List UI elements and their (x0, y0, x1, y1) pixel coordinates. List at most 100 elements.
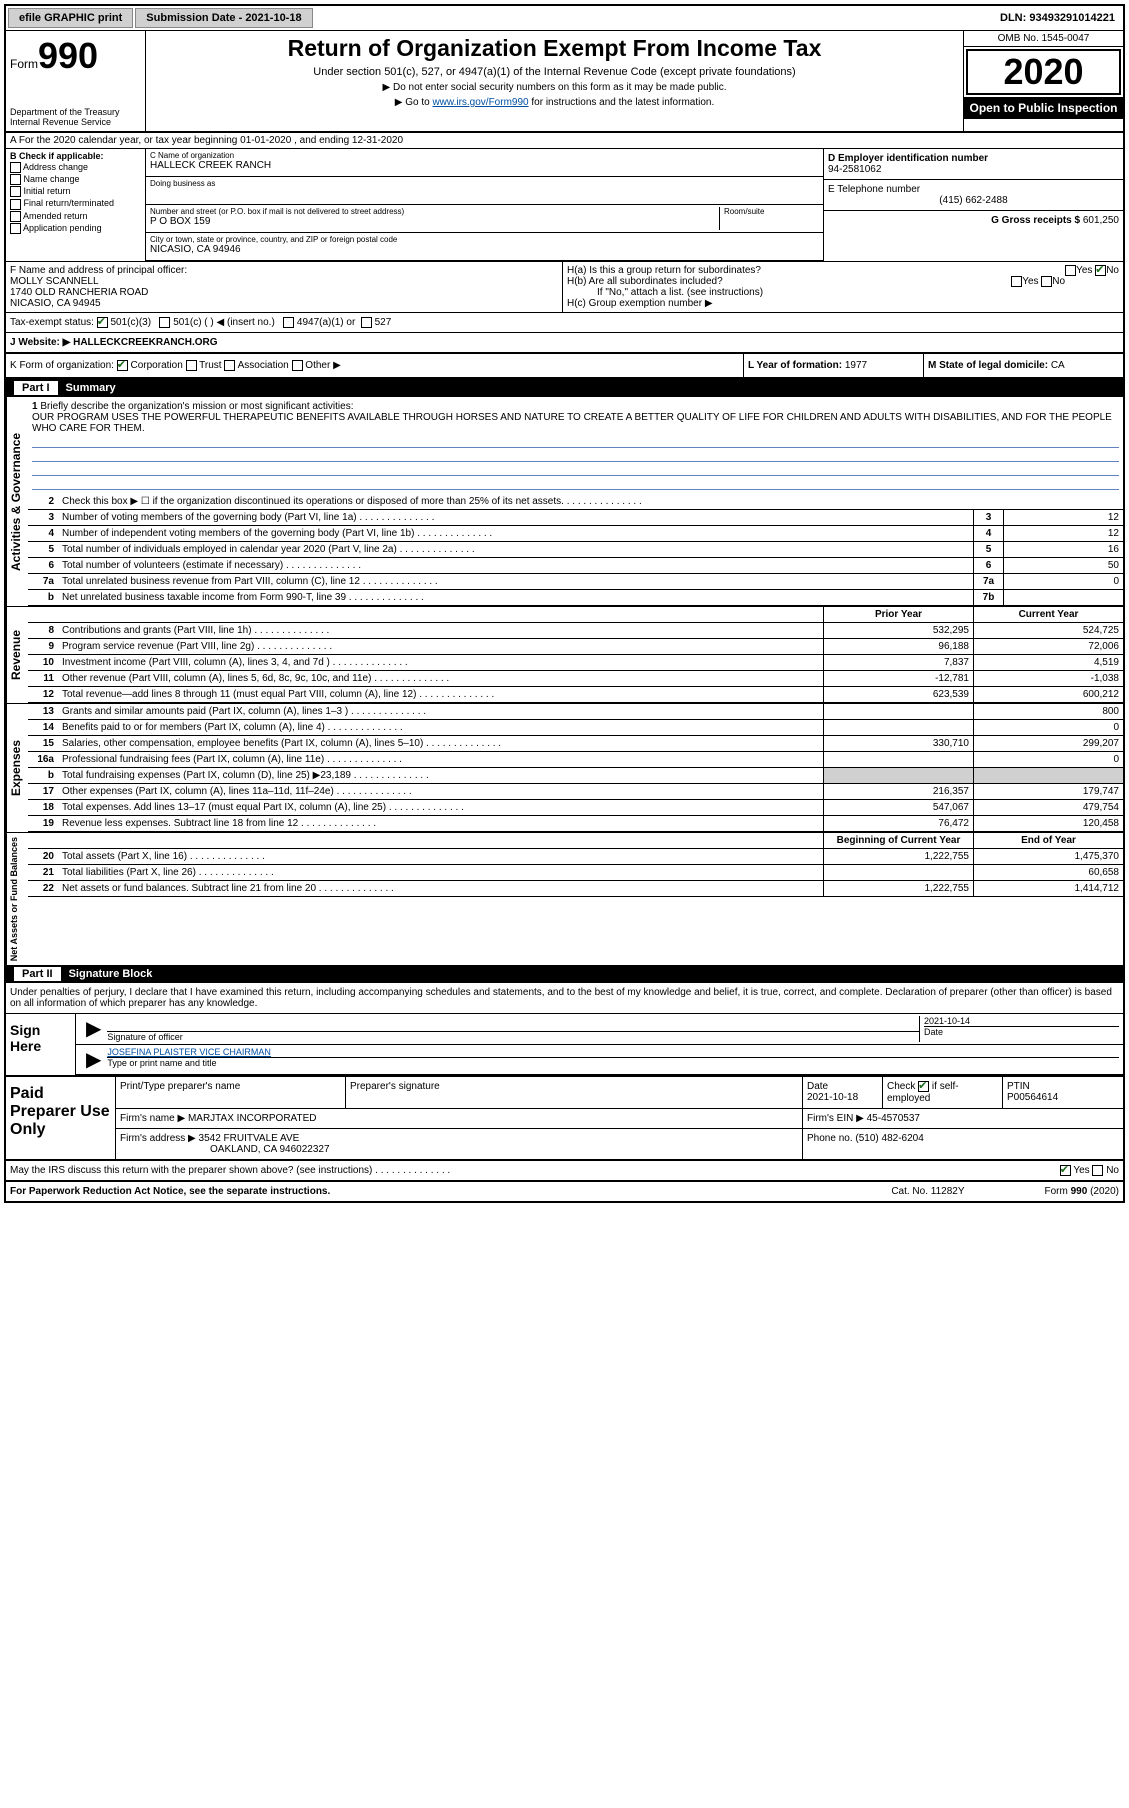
instruction-1: ▶ Do not enter social security numbers o… (150, 82, 959, 93)
data-line: 15 Salaries, other compensation, employe… (28, 736, 1123, 752)
col-end: End of Year (973, 833, 1123, 848)
arrow-icon: ▶ (80, 1016, 107, 1042)
data-line: 19 Revenue less expenses. Subtract line … (28, 816, 1123, 832)
row-a-tax-year: A For the 2020 calendar year, or tax yea… (6, 133, 1123, 149)
cb-discuss-yes[interactable] (1060, 1165, 1071, 1176)
cb-name-change[interactable]: Name change (10, 174, 141, 185)
rev-header: Prior Year Current Year (28, 607, 1123, 623)
website-label: J Website: ▶ (10, 337, 70, 348)
org-name-cell: C Name of organization HALLECK CREEK RAN… (146, 149, 823, 177)
firm-addr1: 3542 FRUITVALE AVE (199, 1133, 300, 1144)
hb-note: If "No," attach a list. (see instruction… (567, 287, 1119, 298)
prep-selfemp-cell: Check if self-employed (883, 1077, 1003, 1107)
dba-cell: Doing business as (146, 177, 823, 205)
gov-line: 5 Total number of individuals employed i… (28, 542, 1123, 558)
section-f: F Name and address of principal officer:… (6, 262, 563, 312)
cb-application-pending[interactable]: Application pending (10, 223, 141, 234)
form-label: Form (10, 57, 38, 71)
cb-501c[interactable] (159, 317, 170, 328)
cb-initial-return[interactable]: Initial return (10, 186, 141, 197)
gov-line: 2 Check this box ▶ ☐ if the organization… (28, 494, 1123, 510)
cb-self-employed[interactable] (918, 1081, 929, 1092)
part2-header: Part IISignature Block (6, 965, 1123, 983)
org-name: HALLECK CREEK RANCH (150, 160, 819, 171)
gross-receipts: 601,250 (1083, 215, 1119, 226)
form-org-type: K Form of organization: Corporation Trus… (6, 354, 743, 377)
section-h: H(a) Is this a group return for subordin… (563, 262, 1123, 312)
revenue-section: Revenue Prior Year Current Year 8 Contri… (6, 606, 1123, 703)
data-line: 10 Investment income (Part VIII, column … (28, 655, 1123, 671)
part1-title: Summary (66, 382, 116, 394)
gross-receipts-label: G Gross receipts $ (991, 215, 1080, 226)
hc-row: H(c) Group exemption number ▶ (567, 298, 1119, 309)
sig-name: JOSEFINA PLAISTER VICE CHAIRMAN (107, 1047, 1119, 1058)
efile-print-button[interactable]: efile GRAPHIC print (8, 8, 133, 28)
address-label: Number and street (or P.O. box if mail i… (150, 207, 719, 216)
cb-amended[interactable]: Amended return (10, 211, 141, 222)
gov-line: b Net unrelated business taxable income … (28, 590, 1123, 606)
officer-h-row: F Name and address of principal officer:… (6, 262, 1123, 313)
form-header: Form990 Department of the Treasury Inter… (6, 31, 1123, 133)
firm-ein: 45-4570537 (867, 1113, 920, 1124)
irs-discuss-row: May the IRS discuss this return with the… (6, 1161, 1123, 1181)
data-line: 14 Benefits paid to or for members (Part… (28, 720, 1123, 736)
year-formation: L Year of formation: 1977 (743, 354, 923, 377)
website-url: HALLECKCREEKRANCH.ORG (73, 337, 217, 348)
tax-status-row: Tax-exempt status: 501(c)(3) 501(c) ( ) … (6, 313, 1123, 333)
section-b: B Check if applicable: Address change Na… (6, 149, 146, 261)
mission-text: OUR PROGRAM USES THE POWERFUL THERAPEUTI… (32, 412, 1112, 434)
col-current: Current Year (973, 607, 1123, 622)
footer-left: For Paperwork Reduction Act Notice, see … (10, 1186, 330, 1197)
gross-receipts-cell: G Gross receipts $ 601,250 (824, 211, 1123, 230)
sig-officer-label: Signature of officer (107, 1032, 919, 1042)
col-begin: Beginning of Current Year (823, 833, 973, 848)
cb-501c3[interactable] (97, 317, 108, 328)
vtab-revenue: Revenue (6, 607, 28, 703)
open-public: Open to Public Inspection (964, 97, 1123, 119)
phone-cell: E Telephone number (415) 662-2488 (824, 180, 1123, 211)
section-b-label: B Check if applicable: (10, 151, 141, 161)
hb-row: H(b) Are all subordinates included? Yes … (567, 276, 1119, 287)
prep-date-cell: Date2021-10-18 (803, 1077, 883, 1107)
header-right: OMB No. 1545-0047 2020 Open to Public In… (963, 31, 1123, 131)
topbar: efile GRAPHIC print Submission Date - 20… (6, 6, 1123, 31)
cb-corporation[interactable] (117, 360, 128, 371)
instr2-pre: ▶ Go to (395, 97, 433, 108)
cb-527[interactable] (361, 317, 372, 328)
ha-row: H(a) Is this a group return for subordin… (567, 265, 1119, 276)
prep-name-hdr: Print/Type preparer's name (116, 1077, 346, 1107)
cb-trust[interactable] (186, 360, 197, 371)
irs-link[interactable]: www.irs.gov/Form990 (432, 97, 528, 108)
sig-date-label: Date (924, 1026, 1119, 1037)
state-domicile: M State of legal domicile: CA (923, 354, 1123, 377)
gov-line: 3 Number of voting members of the govern… (28, 510, 1123, 526)
data-line: 9 Program service revenue (Part VIII, li… (28, 639, 1123, 655)
penalties-text: Under penalties of perjury, I declare th… (6, 983, 1123, 1013)
cb-address-change[interactable]: Address change (10, 162, 141, 173)
cb-association[interactable] (224, 360, 235, 371)
mission-label: Briefly describe the organization's miss… (40, 401, 353, 412)
data-line: 12 Total revenue—add lines 8 through 11 … (28, 687, 1123, 703)
instruction-2: ▶ Go to www.irs.gov/Form990 for instruct… (150, 97, 959, 108)
tax-year: 2020 (966, 49, 1121, 95)
firm-addr-row: Firm's address ▶ 3542 FRUITVALE AVEOAKLA… (116, 1129, 1123, 1159)
net-assets-section: Net Assets or Fund Balances Beginning of… (6, 832, 1123, 965)
data-line: 18 Total expenses. Add lines 13–17 (must… (28, 800, 1123, 816)
omb-number: OMB No. 1545-0047 (964, 31, 1123, 47)
data-line: 8 Contributions and grants (Part VIII, l… (28, 623, 1123, 639)
firm-phone: (510) 482-6204 (855, 1133, 923, 1144)
cb-4947[interactable] (283, 317, 294, 328)
address: P O BOX 159 (150, 216, 719, 227)
tax-status-label: Tax-exempt status: (10, 317, 94, 328)
officer-addr2: NICASIO, CA 94945 (10, 298, 558, 309)
website-row: J Website: ▶ HALLECKCREEKRANCH.ORG (6, 333, 1123, 354)
sig-name-label: Type or print name and title (107, 1058, 1119, 1068)
cb-other[interactable] (292, 360, 303, 371)
officer-name: MOLLY SCANNELL (10, 276, 558, 287)
form-990-page: efile GRAPHIC print Submission Date - 20… (4, 4, 1125, 1203)
vtab-net: Net Assets or Fund Balances (6, 833, 28, 965)
cb-discuss-no[interactable] (1092, 1165, 1103, 1176)
cb-final-return[interactable]: Final return/terminated (10, 198, 141, 209)
footer-cat: Cat. No. 11282Y (891, 1186, 964, 1197)
data-line: 21 Total liabilities (Part X, line 26) 6… (28, 865, 1123, 881)
